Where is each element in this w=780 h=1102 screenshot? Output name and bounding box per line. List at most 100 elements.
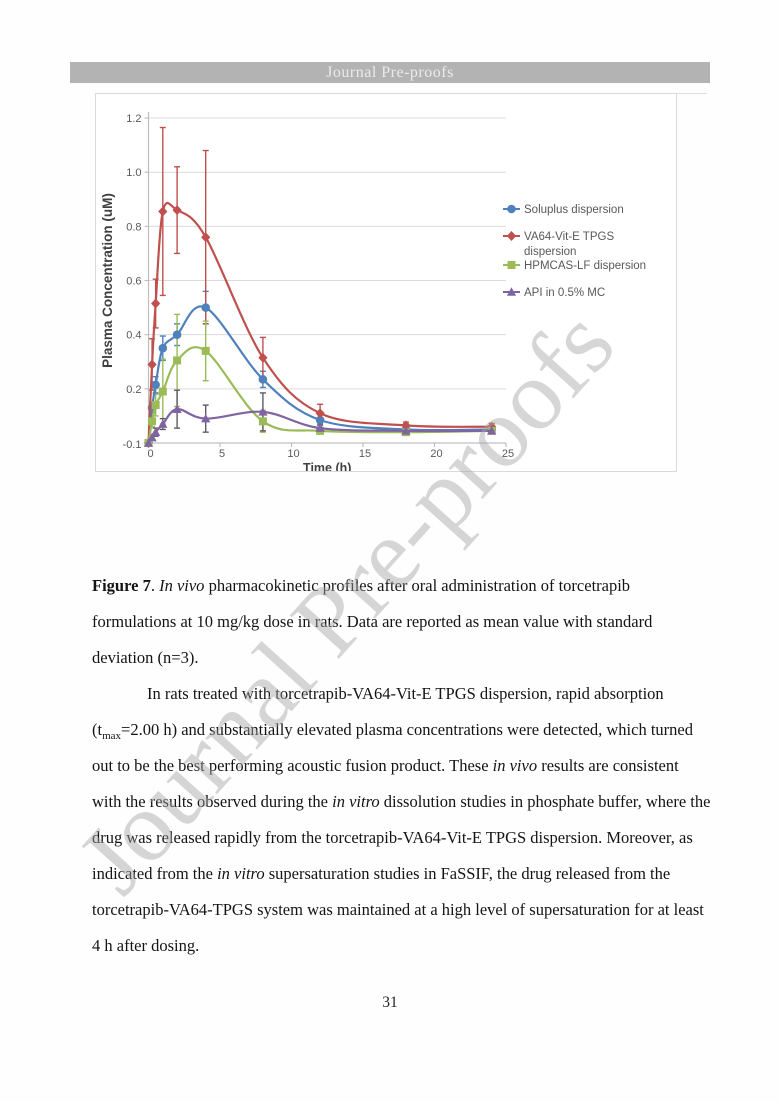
text-segment: .: [150, 576, 160, 595]
legend-label: API in 0.5% MC: [524, 287, 605, 299]
legend-item: Soluplus dispersion: [503, 204, 624, 216]
text-segment: formulations at 10 mg/kg dose in rats. D…: [92, 612, 653, 631]
data-point-marker: [315, 423, 325, 432]
text-line: formulations at 10 mg/kg dose in rats. D…: [92, 604, 698, 640]
text-segment: indicated from the: [92, 864, 218, 883]
legend-label: VA64-Vit-E TPGS: [524, 231, 614, 243]
legend-label: HPMCAS-LF dispersion: [524, 260, 646, 272]
text-segment: 4 h after dosing.: [92, 936, 200, 955]
text-segment: Figure 7: [92, 576, 151, 595]
y-axis-title: Plasma Concentration (uM): [100, 193, 115, 368]
data-point-marker: [315, 408, 325, 419]
data-point-marker: [315, 415, 325, 425]
data-point-marker: [173, 356, 182, 365]
y-tick-label: 0.8: [126, 221, 141, 233]
x-tick-label: 15: [359, 448, 371, 460]
data-point-marker: [151, 401, 160, 410]
legend-label: dispersion: [524, 246, 576, 258]
text-line: (tmax=2.00 h) and substantially elevated…: [92, 712, 698, 748]
legend-item: HPMCAS-LF dispersion: [503, 260, 646, 272]
text-segment: with the results observed during the: [92, 792, 333, 811]
y-tick-label: 1.0: [126, 167, 141, 179]
text-line: deviation (n=3).: [92, 640, 698, 676]
data-point-marker: [148, 417, 157, 426]
data-point-marker: [151, 427, 161, 436]
x-tick-label: 10: [287, 448, 299, 460]
text-segment: dissolution studies in phosphate buffer,…: [379, 792, 711, 811]
data-point-marker: [201, 232, 211, 243]
pk-chart: 1.2 1.0 0.8 0.6 0.4 0.2 -0.1 0 5 10 15 20 25 Time (h)…: [100, 112, 646, 471]
x-tick-label: 25: [502, 448, 514, 460]
page-number: 31: [382, 994, 398, 1011]
text-segment: in vitro: [217, 864, 265, 883]
data-point-marker: [506, 231, 517, 241]
x-tick-label: 5: [219, 448, 225, 460]
data-point-marker: [201, 303, 210, 312]
data-point-marker: [507, 261, 516, 269]
text-line: In rats treated with torcetrapib-VA64-Vi…: [92, 676, 698, 712]
text-segment: In vivo: [159, 576, 205, 595]
y-tick-label: 0.6: [126, 276, 141, 288]
series-markers: [143, 205, 497, 448]
text-segment: supersaturation studies in FaSSIF, the d…: [264, 864, 671, 883]
figure-caption: Figure 7. In vivo pharmacokinetic profil…: [92, 568, 698, 676]
legend-item: VA64-Vit-E TPGS dispersion: [503, 231, 614, 258]
text-segment: max: [102, 730, 122, 742]
text-line: 4 h after dosing.: [92, 928, 698, 964]
x-axis-title: Time (h): [303, 461, 351, 471]
data-point-marker: [258, 375, 268, 384]
text-segment: drug was released rapidly from the torce…: [92, 828, 693, 847]
x-tick-label: 20: [430, 448, 442, 460]
legend-item: API in 0.5% MC: [503, 287, 605, 299]
text-segment: deviation (n=3).: [92, 648, 199, 667]
text-line: out to be the best performing acoustic f…: [92, 748, 698, 784]
y-tick-label: 0.4: [126, 330, 141, 342]
text-segment: In rats treated with torcetrapib-VA64-Vi…: [147, 684, 664, 703]
series-markers: [143, 404, 497, 447]
data-point-marker: [147, 432, 157, 442]
legend: Soluplus dispersion VA64-Vit-E TPGS disper…: [503, 204, 646, 299]
data-point-marker: [151, 298, 161, 309]
text-segment: results are consistent: [537, 756, 679, 775]
header-banner: Journal Pre-proofs: [70, 62, 710, 83]
text-line: torcetrapib-VA64-TPGS system was maintai…: [92, 892, 704, 928]
header-banner-text: Journal Pre-proofs: [326, 63, 454, 81]
data-point-marker: [172, 330, 182, 339]
figure-box: 1.2 1.0 0.8 0.6 0.4 0.2 -0.1 0 5 10 15 20 25 Time (h)…: [95, 93, 677, 472]
data-point-marker: [507, 204, 516, 214]
series-line: [147, 201, 492, 444]
text-segment: out to be the best performing acoustic f…: [92, 756, 493, 775]
data-point-marker: [158, 343, 168, 353]
text-segment: pharmacokinetic profiles after oral admi…: [204, 576, 631, 595]
text-segment: torcetrapib-VA64-TPGS system was maintai…: [92, 900, 704, 919]
legend-label: Soluplus dispersion: [524, 204, 624, 216]
data-point-marker: [158, 419, 168, 428]
text-line: drug was released rapidly from the torce…: [92, 820, 698, 856]
text-segment: in vitro: [332, 792, 380, 811]
series-line: [147, 346, 492, 444]
axes: [144, 112, 507, 447]
data-point-marker: [147, 359, 157, 370]
y-tick-label: 0.2: [126, 384, 141, 396]
data-point-marker: [258, 417, 267, 426]
data-point-marker: [401, 420, 411, 431]
data-point-marker: [151, 380, 160, 390]
data-point-marker: [201, 346, 210, 355]
x-tick-label: 0: [147, 448, 153, 460]
data-point-marker: [158, 206, 168, 217]
text-line: Figure 7. In vivo pharmacokinetic profil…: [92, 568, 698, 604]
text-block: Figure 7. In vivo pharmacokinetic profil…: [92, 568, 710, 964]
data-point-marker: [143, 438, 154, 447]
data-point-marker: [258, 407, 268, 416]
text-segment: =2.00 h) and substantially elevated plas…: [121, 720, 693, 739]
text-segment: (t: [92, 720, 103, 739]
data-point-marker: [172, 205, 182, 216]
data-point-marker: [158, 387, 167, 396]
data-point-marker: [401, 426, 411, 435]
text-segment: in vivo: [492, 756, 538, 775]
data-point-marker: [506, 287, 517, 296]
text-line: indicated from the in vitro supersaturat…: [92, 856, 698, 892]
body-paragraph: In rats treated with torcetrapib-VA64-Vi…: [92, 676, 710, 964]
y-axis-min-label: -0.1: [123, 439, 142, 451]
y-tick-label: 1.2: [126, 113, 141, 125]
